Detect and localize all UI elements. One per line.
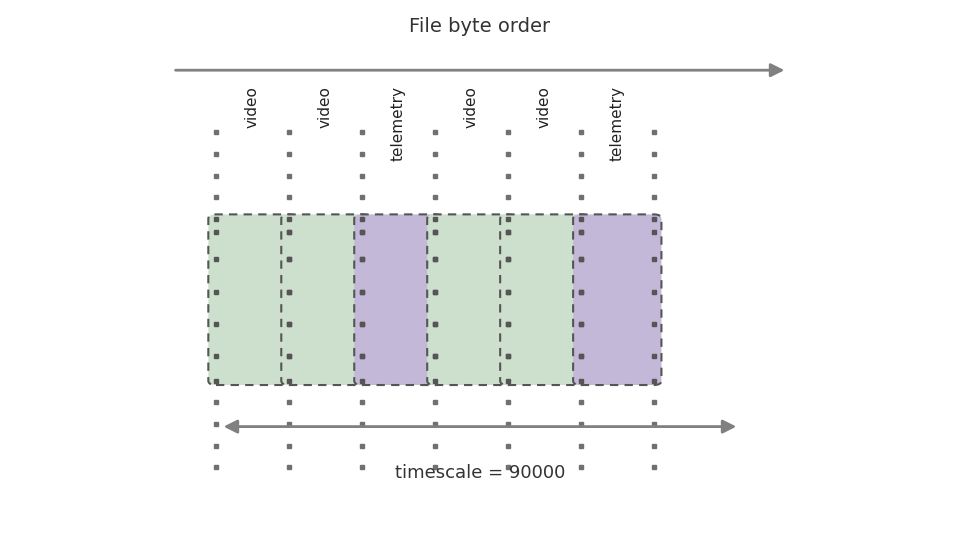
FancyBboxPatch shape bbox=[500, 214, 588, 385]
Text: File byte order: File byte order bbox=[409, 17, 551, 37]
Text: telemetry: telemetry bbox=[610, 86, 625, 161]
FancyBboxPatch shape bbox=[427, 214, 516, 385]
Text: video: video bbox=[245, 86, 260, 129]
FancyBboxPatch shape bbox=[573, 214, 661, 385]
Text: video: video bbox=[318, 86, 333, 129]
FancyBboxPatch shape bbox=[208, 214, 297, 385]
FancyBboxPatch shape bbox=[281, 214, 370, 385]
Text: timescale = 90000: timescale = 90000 bbox=[395, 464, 565, 482]
Text: telemetry: telemetry bbox=[391, 86, 406, 161]
Text: video: video bbox=[464, 86, 479, 129]
Text: video: video bbox=[537, 86, 552, 129]
FancyBboxPatch shape bbox=[354, 214, 443, 385]
